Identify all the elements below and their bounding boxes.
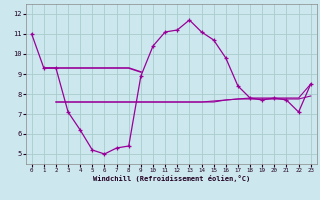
X-axis label: Windchill (Refroidissement éolien,°C): Windchill (Refroidissement éolien,°C) — [92, 175, 250, 182]
